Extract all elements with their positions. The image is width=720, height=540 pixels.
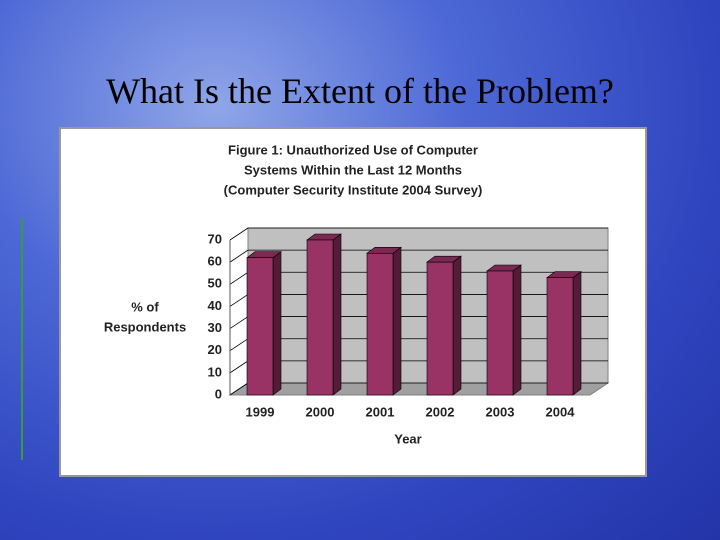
- x-tick-label: 1999: [246, 404, 275, 419]
- chart-title: (Computer Security Institute 2004 Survey…: [224, 182, 483, 197]
- bar-side: [512, 264, 522, 396]
- x-tick-label: 2000: [306, 404, 335, 419]
- y-axis-label: Respondents: [104, 319, 186, 334]
- grid-line: [229, 294, 249, 307]
- bar: [306, 239, 334, 396]
- bar: [486, 270, 514, 396]
- grid-line: [229, 316, 249, 329]
- x-axis-label: Year: [394, 431, 421, 446]
- bar-side: [332, 233, 342, 396]
- y-tick-label: 0: [215, 386, 222, 401]
- y-tick-label: 70: [208, 231, 222, 246]
- y-tick-label: 60: [208, 254, 222, 269]
- bar: [246, 257, 274, 396]
- y-tick-label: 20: [208, 342, 222, 357]
- bar: [366, 252, 394, 396]
- chart-title: Figure 1: Unauthorized Use of Computer: [228, 142, 478, 157]
- x-tick-label: 2003: [486, 404, 515, 419]
- grid-line: [229, 360, 249, 374]
- y-tick-label: 40: [208, 298, 222, 313]
- x-tick-label: 2002: [426, 404, 455, 419]
- chart-title: Systems Within the Last 12 Months: [244, 162, 462, 177]
- y-tick-label: 50: [208, 276, 222, 291]
- bar-side: [452, 255, 462, 396]
- grid-line: [229, 249, 249, 263]
- grid-line: [229, 271, 249, 285]
- x-tick-label: 2001: [366, 404, 395, 419]
- x-tick-label: 2004: [546, 404, 576, 419]
- grid-line: [229, 227, 249, 241]
- y-tick-label: 10: [208, 364, 222, 379]
- decor-line: [21, 218, 23, 460]
- grid-line: [229, 338, 249, 352]
- y-axis-label: % of: [131, 299, 159, 314]
- grid-line: [229, 382, 249, 396]
- bar: [426, 261, 454, 396]
- bar-side: [272, 251, 282, 396]
- y-tick-label: 30: [208, 320, 222, 335]
- bar-side: [392, 246, 402, 396]
- bar: [546, 277, 574, 396]
- bar-side: [572, 271, 582, 396]
- slide-title: What Is the Extent of the Problem?: [106, 71, 614, 111]
